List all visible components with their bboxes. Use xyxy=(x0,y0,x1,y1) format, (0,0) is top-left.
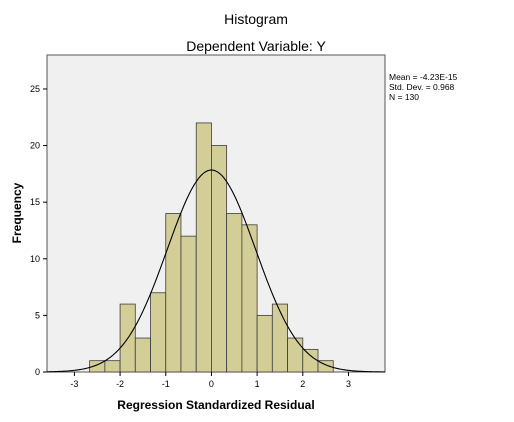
histogram-bar xyxy=(317,360,334,373)
normal-curve xyxy=(46,169,386,373)
stats-mean: Mean = -4.23E-15 xyxy=(389,72,458,82)
histogram-bar xyxy=(180,235,197,373)
chart-title: Histogram xyxy=(224,11,288,27)
x-tick-label: 1 xyxy=(255,379,260,389)
x-tick-label: -1 xyxy=(162,379,170,389)
histogram-bar xyxy=(134,337,151,373)
histogram-bar xyxy=(104,360,121,373)
stats-box: Mean = -4.23E-15 Std. Dev. = 0.968 N = 1… xyxy=(389,72,458,102)
histogram-bar xyxy=(302,348,319,373)
histogram-bar xyxy=(287,337,304,373)
y-tick-label: 10 xyxy=(30,254,40,264)
x-tick-label: -2 xyxy=(116,379,124,389)
y-tick-label: 0 xyxy=(35,367,40,377)
x-axis: -3 -2 -1 0 1 2 3 xyxy=(70,372,351,389)
histogram-bar xyxy=(271,303,288,373)
x-tick-label: 3 xyxy=(346,379,351,389)
y-tick-label: 5 xyxy=(35,310,40,320)
histogram-bar xyxy=(150,292,167,373)
histogram-bar xyxy=(241,224,258,373)
histogram-bar xyxy=(195,122,212,373)
histogram-bar xyxy=(226,213,243,373)
y-tick-label: 15 xyxy=(30,197,40,207)
x-axis-label: Regression Standardized Residual xyxy=(117,398,314,412)
y-tick-label: 20 xyxy=(30,141,40,151)
y-axis: 0 5 10 15 20 25 xyxy=(30,84,47,377)
stats-std-dev: Std. Dev. = 0.968 xyxy=(389,82,455,92)
x-tick-label: 0 xyxy=(209,379,214,389)
chart-subtitle: Dependent Variable: Y xyxy=(186,38,326,54)
x-tick-label: 2 xyxy=(300,379,305,389)
y-tick-label: 25 xyxy=(30,84,40,94)
histogram-bars xyxy=(89,122,334,373)
histogram-bar xyxy=(256,314,273,373)
stats-n: N = 130 xyxy=(389,92,419,102)
y-axis-label: Frequency xyxy=(10,182,24,243)
histogram-bar xyxy=(165,213,182,373)
histogram-bar xyxy=(211,145,228,373)
x-tick-label: -3 xyxy=(70,379,78,389)
